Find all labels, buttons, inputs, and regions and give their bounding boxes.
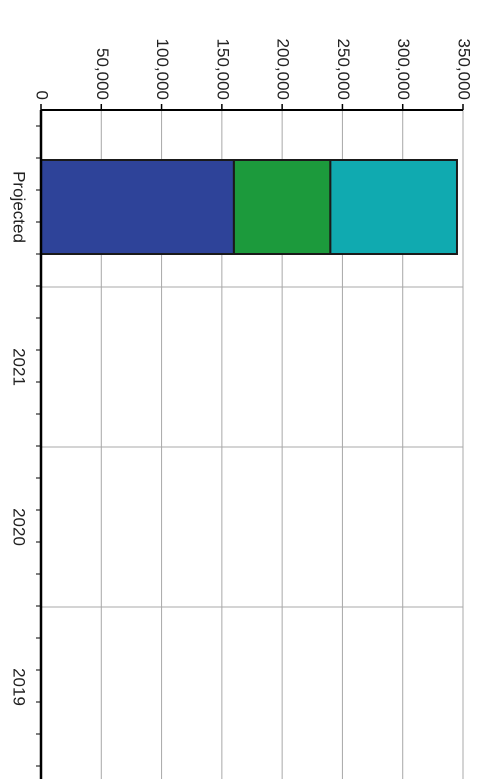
value-tick-label: 0: [33, 91, 52, 100]
value-tick-label: 150,000: [213, 39, 232, 100]
value-tick-label: 250,000: [334, 39, 353, 100]
labels: 0 50,000 100,000 150,000 200,000 250,000 300,0…: [10, 39, 474, 706]
value-tick-label: 100,000: [153, 39, 172, 100]
category-label: Projected: [10, 171, 29, 243]
bar-segment: [40, 159, 235, 255]
value-tick-label: 300,000: [394, 39, 413, 100]
value-tick-label: 200,000: [274, 39, 293, 100]
bar-segment: [329, 159, 458, 255]
value-tick-label: 350,000: [455, 39, 474, 100]
value-tick-label: 50,000: [93, 48, 112, 100]
category-label: 2021: [10, 348, 29, 386]
bars: [40, 159, 458, 255]
axes: [39, 109, 463, 779]
category-label: 2019: [10, 668, 29, 706]
bar-segment: [232, 159, 332, 255]
category-label: 2020: [10, 508, 29, 546]
